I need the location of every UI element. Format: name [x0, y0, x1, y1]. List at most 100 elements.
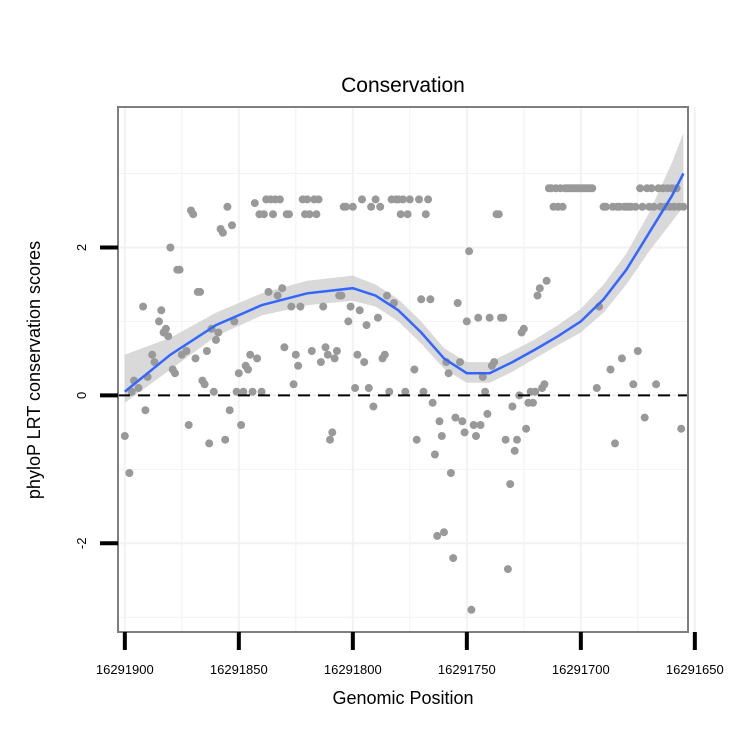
data-point	[677, 424, 686, 433]
data-point	[426, 295, 435, 304]
data-point	[444, 369, 453, 378]
data-point	[513, 435, 521, 444]
x-tick-label: 16291750	[438, 662, 496, 677]
data-point	[280, 343, 289, 352]
data-point	[330, 354, 339, 363]
data-point	[440, 528, 448, 537]
data-point	[355, 306, 364, 315]
data-point	[617, 354, 626, 363]
data-point	[175, 265, 184, 274]
data-point	[218, 228, 227, 237]
data-point	[679, 202, 688, 211]
data-point	[157, 306, 166, 315]
data-point	[155, 317, 163, 326]
data-point	[636, 184, 645, 193]
data-point	[462, 317, 471, 326]
data-point	[401, 387, 410, 396]
data-point	[430, 450, 439, 459]
data-point	[148, 350, 157, 359]
data-point	[417, 295, 426, 304]
data-point	[415, 195, 423, 204]
y-axis-label: phyloP LRT conservation scores	[24, 241, 44, 499]
data-point	[522, 424, 531, 433]
data-point	[633, 347, 642, 355]
data-point	[510, 446, 519, 455]
data-point	[237, 421, 246, 429]
data-point	[456, 358, 464, 367]
data-point	[253, 354, 262, 363]
data-point	[205, 439, 214, 448]
data-point	[228, 221, 236, 230]
data-point	[458, 417, 467, 426]
data-point	[348, 202, 357, 211]
data-point	[652, 380, 661, 389]
data-point	[451, 413, 460, 422]
data-point	[362, 321, 371, 330]
data-point	[467, 605, 476, 614]
data-point	[332, 347, 341, 355]
data-point	[376, 202, 385, 211]
data-point	[367, 202, 376, 211]
data-point	[337, 291, 346, 300]
data-point	[472, 432, 480, 440]
data-point	[234, 369, 243, 378]
y-tick-label: -2	[74, 538, 89, 550]
data-point	[449, 554, 458, 563]
data-point	[291, 350, 300, 359]
data-point	[506, 480, 515, 489]
data-point	[351, 384, 360, 392]
data-point	[303, 195, 312, 204]
data-point	[412, 435, 421, 444]
data-point	[606, 365, 615, 374]
data-point	[629, 380, 638, 389]
x-axis-label: Genomic Position	[332, 688, 473, 708]
data-point	[499, 313, 508, 322]
data-point	[307, 347, 316, 355]
smooth-trend-line	[124, 172, 685, 393]
data-point	[519, 324, 528, 333]
data-point	[503, 565, 512, 574]
data-point	[321, 343, 330, 352]
data-point	[164, 332, 173, 341]
data-point	[328, 428, 337, 437]
y-tick-label: 0	[74, 392, 89, 399]
data-point	[141, 406, 150, 415]
data-point	[150, 358, 159, 367]
data-point	[323, 350, 332, 359]
data-point	[478, 372, 487, 381]
data-point	[649, 202, 658, 211]
data-point	[250, 199, 259, 208]
data-point	[460, 428, 469, 437]
x-tick-label: 16291650	[666, 662, 724, 677]
data-point	[501, 435, 510, 444]
data-point	[264, 287, 273, 296]
data-point	[326, 435, 334, 444]
data-point	[435, 417, 444, 426]
x-tick-label: 16291850	[210, 662, 268, 677]
data-point	[405, 195, 414, 204]
data-point	[294, 361, 303, 370]
data-point	[278, 284, 287, 293]
data-point	[592, 384, 601, 392]
data-point	[640, 413, 649, 422]
data-point	[396, 210, 405, 219]
data-point	[428, 398, 437, 407]
data-point	[182, 347, 191, 355]
data-point	[469, 421, 478, 429]
data-point	[638, 202, 647, 211]
data-point	[481, 387, 490, 396]
data-point	[421, 210, 430, 219]
data-point	[196, 287, 205, 296]
x-tick-label: 16291700	[552, 662, 610, 677]
data-point	[647, 184, 656, 193]
data-point	[212, 335, 220, 344]
data-point	[385, 387, 394, 396]
data-point	[358, 195, 366, 204]
data-point	[483, 409, 492, 418]
data-point	[433, 531, 442, 540]
data-point	[230, 317, 239, 326]
data-point	[287, 302, 296, 311]
data-point	[221, 435, 230, 444]
data-point	[202, 347, 211, 355]
